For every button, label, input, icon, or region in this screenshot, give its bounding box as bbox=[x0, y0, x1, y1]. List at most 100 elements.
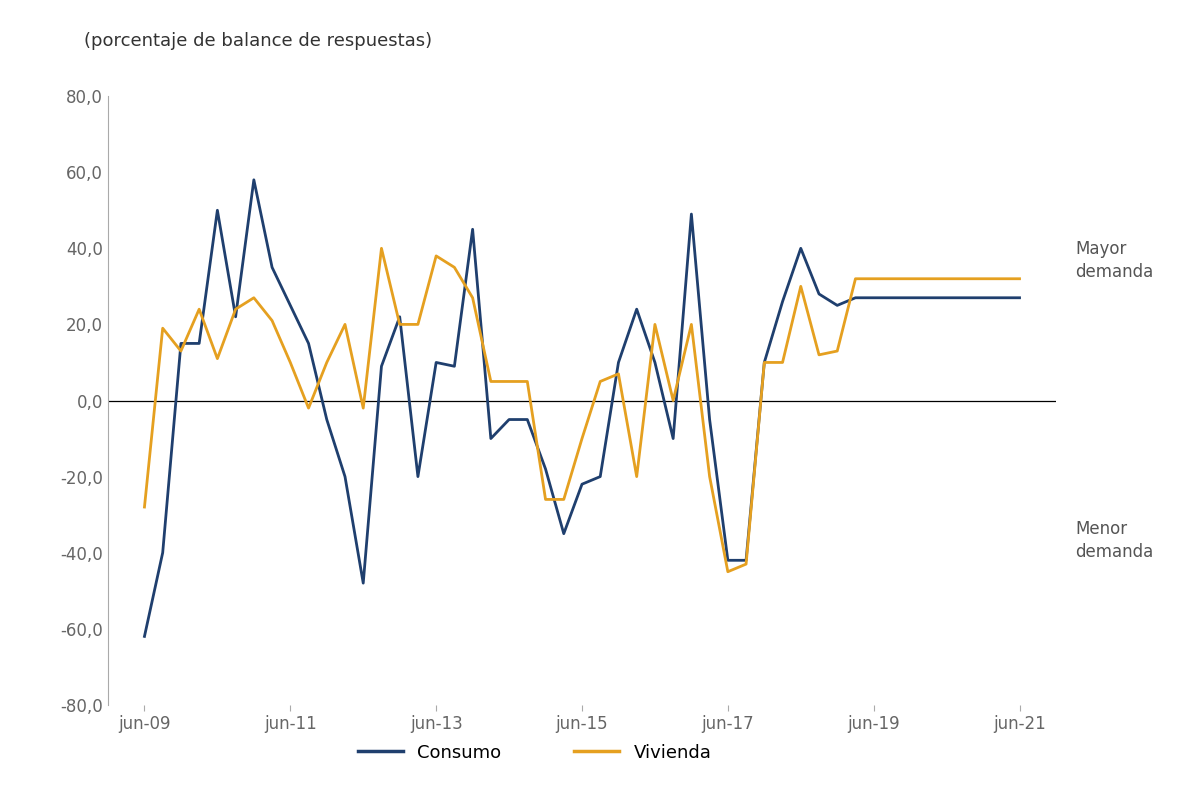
Vivienda bbox=[356, 404, 371, 413]
Consumo bbox=[739, 556, 754, 566]
Consumo bbox=[976, 293, 990, 303]
Vivienda bbox=[410, 320, 425, 329]
Consumo bbox=[922, 293, 936, 303]
Consumo bbox=[265, 263, 280, 272]
Vivienda bbox=[156, 324, 170, 333]
Consumo bbox=[137, 631, 151, 641]
Consumo bbox=[940, 293, 954, 303]
Vivienda bbox=[757, 357, 772, 367]
Vivienda bbox=[539, 494, 553, 505]
Vivienda bbox=[666, 396, 680, 405]
Consumo bbox=[247, 175, 262, 184]
Legend: Consumo, Vivienda: Consumo, Vivienda bbox=[350, 736, 719, 769]
Vivienda bbox=[374, 244, 389, 253]
Vivienda bbox=[739, 559, 754, 569]
Consumo bbox=[156, 548, 170, 557]
Vivienda bbox=[502, 376, 516, 386]
Vivienda bbox=[392, 320, 407, 329]
Consumo bbox=[356, 578, 371, 588]
Consumo bbox=[593, 472, 607, 481]
Consumo bbox=[448, 361, 462, 371]
Vivienda bbox=[848, 274, 863, 284]
Vivienda bbox=[976, 274, 990, 284]
Consumo bbox=[520, 415, 534, 425]
Vivienda bbox=[611, 369, 625, 379]
Vivienda bbox=[466, 293, 480, 303]
Text: Menor
demanda: Menor demanda bbox=[1075, 520, 1153, 562]
Consumo bbox=[884, 293, 899, 303]
Consumo bbox=[666, 434, 680, 444]
Vivienda bbox=[137, 502, 151, 512]
Consumo bbox=[611, 357, 625, 367]
Consumo bbox=[174, 339, 188, 348]
Vivienda bbox=[811, 350, 826, 360]
Consumo bbox=[428, 357, 443, 367]
Consumo bbox=[848, 293, 863, 303]
Vivienda bbox=[866, 274, 881, 284]
Vivienda bbox=[994, 274, 1008, 284]
Vivienda bbox=[922, 274, 936, 284]
Consumo bbox=[192, 339, 206, 348]
Consumo bbox=[301, 339, 316, 348]
Consumo bbox=[539, 465, 553, 474]
Consumo bbox=[338, 472, 353, 481]
Vivienda bbox=[484, 376, 498, 386]
Vivienda bbox=[721, 567, 736, 577]
Vivienda bbox=[210, 354, 224, 364]
Vivienda bbox=[884, 274, 899, 284]
Consumo bbox=[630, 304, 644, 314]
Line: Consumo: Consumo bbox=[144, 179, 1020, 636]
Consumo bbox=[902, 293, 917, 303]
Vivienda bbox=[830, 346, 845, 356]
Consumo bbox=[392, 312, 407, 321]
Consumo bbox=[283, 300, 298, 310]
Consumo bbox=[793, 244, 808, 253]
Vivienda bbox=[648, 320, 662, 329]
Vivienda bbox=[1013, 274, 1027, 284]
Vivienda bbox=[902, 274, 917, 284]
Consumo bbox=[830, 300, 845, 310]
Vivienda bbox=[283, 357, 298, 367]
Text: (porcentaje de balance de respuestas): (porcentaje de balance de respuestas) bbox=[84, 32, 432, 50]
Vivienda bbox=[228, 304, 242, 314]
Vivienda bbox=[319, 357, 334, 367]
Vivienda bbox=[793, 281, 808, 291]
Consumo bbox=[994, 293, 1008, 303]
Consumo bbox=[702, 415, 716, 425]
Consumo bbox=[684, 209, 698, 219]
Vivienda bbox=[684, 320, 698, 329]
Consumo bbox=[757, 357, 772, 367]
Vivienda bbox=[557, 494, 571, 505]
Vivienda bbox=[448, 263, 462, 272]
Vivienda bbox=[775, 357, 790, 367]
Consumo bbox=[575, 479, 589, 489]
Vivienda bbox=[338, 320, 353, 329]
Consumo bbox=[502, 415, 516, 425]
Vivienda bbox=[301, 404, 316, 413]
Consumo bbox=[775, 297, 790, 307]
Vivienda bbox=[940, 274, 954, 284]
Vivienda bbox=[593, 376, 607, 386]
Consumo bbox=[811, 289, 826, 299]
Vivienda bbox=[630, 472, 644, 481]
Vivienda bbox=[428, 252, 443, 261]
Consumo bbox=[484, 434, 498, 444]
Line: Vivienda: Vivienda bbox=[144, 248, 1020, 572]
Consumo bbox=[958, 293, 972, 303]
Vivienda bbox=[702, 472, 716, 481]
Vivienda bbox=[958, 274, 972, 284]
Consumo bbox=[557, 529, 571, 538]
Consumo bbox=[228, 312, 242, 321]
Vivienda bbox=[520, 376, 534, 386]
Consumo bbox=[866, 293, 881, 303]
Consumo bbox=[374, 361, 389, 371]
Consumo bbox=[319, 415, 334, 425]
Consumo bbox=[721, 556, 736, 566]
Vivienda bbox=[192, 304, 206, 314]
Vivienda bbox=[174, 346, 188, 356]
Vivienda bbox=[265, 316, 280, 325]
Consumo bbox=[410, 472, 425, 481]
Vivienda bbox=[575, 434, 589, 444]
Text: Mayor
demanda: Mayor demanda bbox=[1075, 239, 1153, 281]
Consumo bbox=[1013, 293, 1027, 303]
